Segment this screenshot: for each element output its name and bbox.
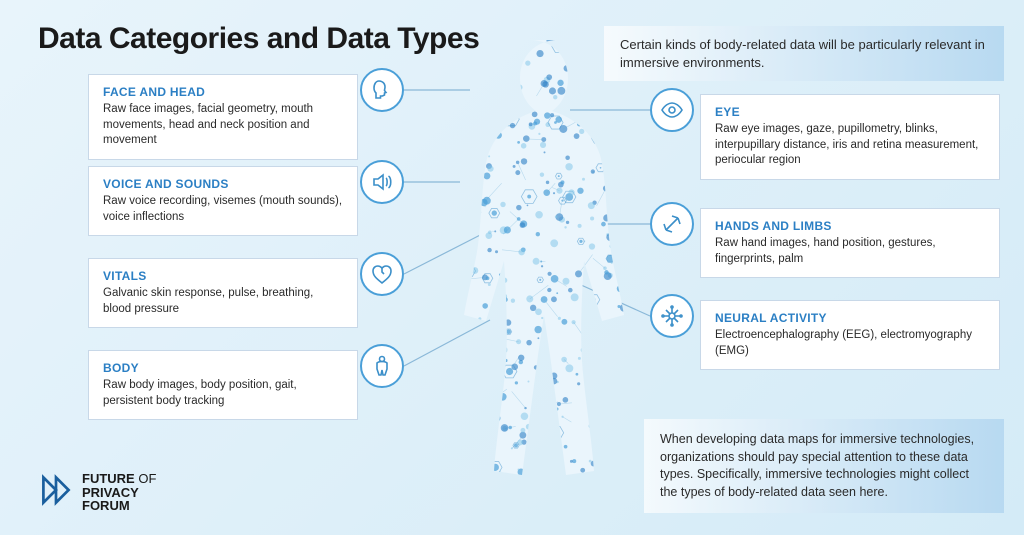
card-body: Raw eye images, gaze, pupillometry, blin… (715, 122, 985, 169)
card-title: VITALS (103, 269, 343, 283)
card-face-head: FACE AND HEAD Raw face images, facial ge… (88, 74, 358, 160)
logo: FUTURE OF PRIVACY FORUM (38, 472, 156, 513)
torso-icon (360, 344, 404, 388)
card-hands-limbs: HANDS AND LIMBS Raw hand images, hand po… (700, 208, 1000, 278)
logo-mark-icon (38, 472, 74, 513)
eye-icon (650, 88, 694, 132)
intro-text: Certain kinds of body-related data will … (604, 26, 1004, 81)
card-body: Raw face images, facial geometry, mouth … (103, 102, 343, 149)
logo-text: FUTURE OF PRIVACY FORUM (82, 472, 156, 513)
card-body: Raw body images, body position, gait, pe… (103, 378, 343, 409)
card-title: NEURAL ACTIVITY (715, 311, 985, 325)
outro-text: When developing data maps for immersive … (644, 419, 1004, 513)
head-icon (360, 68, 404, 112)
card-title: VOICE AND SOUNDS (103, 177, 343, 191)
human-figure (410, 30, 650, 530)
card-body: BODY Raw body images, body position, gai… (88, 350, 358, 420)
hand-icon (650, 202, 694, 246)
heart-icon (360, 252, 404, 296)
card-vitals: VITALS Galvanic skin response, pulse, br… (88, 258, 358, 328)
card-body: Electroencephalography (EEG), electromyo… (715, 328, 985, 359)
neuron-icon (650, 294, 694, 338)
card-body: Galvanic skin response, pulse, breathing… (103, 286, 343, 317)
card-eye: EYE Raw eye images, gaze, pupillometry, … (700, 94, 1000, 180)
card-title: HANDS AND LIMBS (715, 219, 985, 233)
card-body: Raw voice recording, visemes (mouth soun… (103, 194, 343, 225)
card-title: BODY (103, 361, 343, 375)
card-body: Raw hand images, hand position, gestures… (715, 236, 985, 267)
speaker-icon (360, 160, 404, 204)
card-title: FACE AND HEAD (103, 85, 343, 99)
card-voice-sounds: VOICE AND SOUNDS Raw voice recording, vi… (88, 166, 358, 236)
card-neural-activity: NEURAL ACTIVITY Electroencephalography (… (700, 300, 1000, 370)
card-title: EYE (715, 105, 985, 119)
